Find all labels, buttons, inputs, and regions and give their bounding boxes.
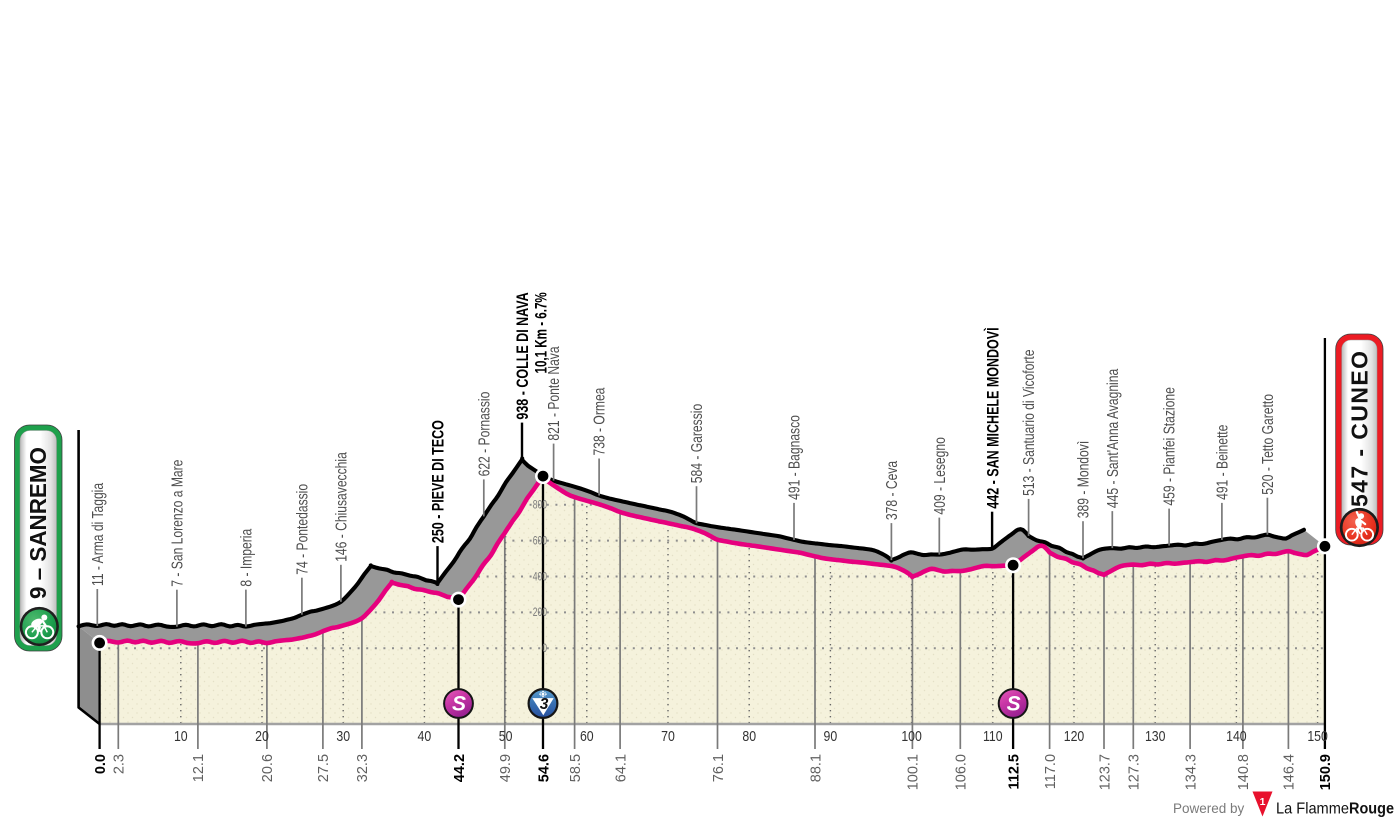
svg-text:Powered by: Powered by [1173,801,1245,816]
svg-text:409 - Lesegno: 409 - Lesegno [932,437,949,514]
svg-text:27.5: 27.5 [316,754,332,782]
svg-text:491 - Bagnasco: 491 - Bagnasco [787,415,804,500]
svg-text:127.3: 127.3 [1127,754,1143,790]
svg-text:58.5: 58.5 [568,754,584,782]
svg-text:9 – SANREMO: 9 – SANREMO [25,447,51,599]
svg-text:50: 50 [499,728,513,745]
svg-text:150.9: 150.9 [1318,754,1334,790]
svg-text:112.5: 112.5 [1006,754,1022,790]
svg-text:738 - Ormea: 738 - Ormea [592,387,609,455]
svg-text:800: 800 [533,500,547,512]
svg-text:0: 0 [542,643,547,655]
svg-text:110: 110 [983,728,1003,745]
svg-text:445 - Sant'Anna Avagnina: 445 - Sant'Anna Avagnina [1105,368,1122,508]
svg-text:120: 120 [1064,728,1085,745]
svg-text:7 - San Lorenzo a Mare: 7 - San Lorenzo a Mare [170,460,187,587]
svg-text:12.1: 12.1 [191,754,207,782]
svg-text:32.3: 32.3 [355,754,371,782]
svg-text:20.6: 20.6 [260,754,276,782]
svg-text:584 - Garessio: 584 - Garessio [689,404,706,483]
svg-text:100: 100 [901,728,922,745]
svg-text:S: S [452,693,466,716]
svg-text:117.0: 117.0 [1043,754,1059,789]
svg-text:150: 150 [1307,728,1328,745]
svg-text:64.1: 64.1 [613,754,629,782]
svg-text:378 - Ceva: 378 - Ceva [884,461,901,521]
svg-text:La Flamme: La Flamme [1276,801,1349,818]
svg-text:44.2: 44.2 [452,754,468,782]
svg-text:622 - Pornassio: 622 - Pornassio [476,392,493,477]
svg-text:76.1: 76.1 [711,754,727,782]
svg-text:938 - COLLE DI NAVA: 938 - COLLE DI NAVA [513,292,532,419]
svg-text:134.3: 134.3 [1183,754,1199,790]
svg-text:88.1: 88.1 [808,754,824,782]
svg-text:200: 200 [533,607,547,619]
svg-text:30: 30 [336,728,350,745]
svg-text:49.9: 49.9 [498,754,514,782]
svg-text:10,1 Km - 6.7%: 10,1 Km - 6.7% [532,292,551,373]
svg-text:11 - Arma di Taggia: 11 - Arma di Taggia [90,483,107,586]
svg-text:100.1: 100.1 [906,754,922,790]
svg-text:442 - SAN MICHELE MONDOVÌ: 442 - SAN MICHELE MONDOVÌ [983,327,1002,508]
svg-text:8 - Imperia: 8 - Imperia [239,528,256,586]
svg-text:Rouge: Rouge [1349,801,1394,818]
svg-text:146.4: 146.4 [1282,754,1298,790]
svg-text:146 - Chiusavecchia: 146 - Chiusavecchia [334,452,351,562]
svg-text:2.3: 2.3 [112,754,128,774]
svg-text:10: 10 [174,728,188,745]
svg-text:459 - Pianfei Stazione: 459 - Pianfei Stazione [1162,387,1179,505]
svg-text:389 - Mondovì: 389 - Mondovì [1076,441,1093,518]
svg-text:S: S [1007,693,1021,716]
svg-text:123.7: 123.7 [1097,754,1113,790]
svg-text:40: 40 [418,728,432,745]
svg-text:1: 1 [1260,796,1266,808]
svg-text:106.0: 106.0 [954,754,970,790]
svg-text:0.0: 0.0 [93,754,109,774]
svg-text:140: 140 [1226,728,1247,745]
svg-text:20: 20 [255,728,269,745]
svg-text:600: 600 [533,535,547,547]
svg-text:80: 80 [742,728,756,745]
svg-text:250 - PIEVE DI TECO: 250 - PIEVE DI TECO [429,420,448,543]
svg-text:140.8: 140.8 [1236,754,1252,790]
svg-text:130: 130 [1145,728,1166,745]
svg-text:60: 60 [580,728,594,745]
svg-text:74 - Pontedassio: 74 - Pontedassio [295,484,312,575]
svg-text:54.6: 54.6 [536,754,552,782]
svg-text:821 - Ponte Nava: 821 - Ponte Nava [546,346,563,441]
svg-text:3: 3 [540,696,549,713]
svg-text:70: 70 [661,728,675,745]
svg-text:491 - Beinette: 491 - Beinette [1215,425,1232,500]
svg-text:547 - CUNEO: 547 - CUNEO [1346,351,1372,507]
svg-text:513 - Santuario di Vicoforte: 513 - Santuario di Vicoforte [1021,350,1038,496]
svg-text:520 - Tetto Garetto: 520 - Tetto Garetto [1260,394,1277,495]
svg-text:90: 90 [824,728,838,745]
svg-text:400: 400 [533,571,547,583]
